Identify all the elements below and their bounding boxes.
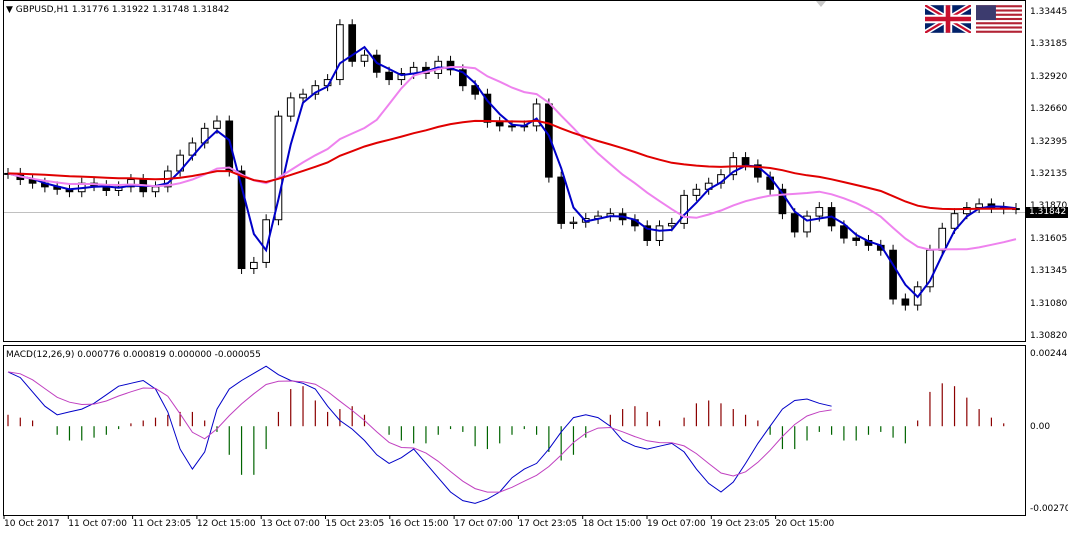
candle-body — [360, 54, 369, 62]
candle-body — [262, 219, 270, 263]
time-tick-label: 12 Oct 15:00 — [196, 519, 256, 529]
candle-body — [655, 225, 664, 241]
price-tick-label: 1.30820 — [1030, 331, 1068, 341]
current-price-marker: 1.31842 — [1026, 207, 1068, 218]
us-flag-icon[interactable] — [976, 5, 1022, 33]
candle-body — [901, 298, 910, 306]
candle-body — [790, 213, 799, 233]
axis-ticks — [3, 515, 777, 519]
macd-panel-frame — [3, 345, 1026, 516]
macd-line — [7, 365, 832, 504]
chart-dropdown-icon[interactable] — [816, 1, 826, 7]
candle-body — [286, 97, 295, 117]
candles — [4, 19, 1020, 311]
candle-body — [569, 221, 578, 224]
time-tick-label: 11 Oct 23:05 — [132, 519, 192, 529]
macd-lines — [7, 365, 832, 504]
price-tick-label: 1.32135 — [1030, 169, 1068, 179]
macd-tick-label: -0.002705 — [1030, 504, 1068, 514]
candle-body — [778, 188, 787, 215]
candle-body — [385, 71, 393, 81]
candle-body — [446, 60, 455, 71]
macd-histogram — [7, 383, 1005, 475]
candle-body — [938, 227, 947, 251]
symbol-label: GBPUSD,H1 — [15, 5, 69, 15]
macd-header: MACD(12,26,9) 0.000776 0.000819 0.000000… — [6, 350, 261, 360]
candle-body — [250, 261, 258, 270]
time-tick-label: 10 Oct 2017 — [4, 519, 60, 529]
candle-body — [962, 207, 971, 215]
main-panel-frame — [3, 0, 1026, 342]
macd-signal-line — [7, 371, 832, 493]
time-tick-label: 16 Oct 15:00 — [389, 519, 449, 529]
price-tick-label: 1.31345 — [1030, 266, 1068, 277]
price-tick-label: 1.33445 — [1030, 7, 1068, 17]
moving-averages — [7, 45, 1017, 299]
candle-body — [741, 157, 750, 166]
candle-body — [754, 164, 762, 178]
macd-tick-label: 0.00244 — [1030, 349, 1068, 359]
price-tick-label: 1.31080 — [1030, 298, 1068, 309]
price-tick-label: 1.32920 — [1030, 71, 1068, 82]
candle-body — [803, 215, 811, 233]
candle-body — [483, 93, 492, 123]
candle-body — [692, 188, 701, 196]
candle-body — [508, 125, 516, 128]
candle-body — [532, 103, 541, 127]
candle-body — [274, 115, 283, 221]
candle-body — [237, 170, 246, 270]
candle-body — [397, 72, 406, 81]
price-tick-label: 1.32660 — [1030, 104, 1068, 115]
time-tick-label: 17 Oct 07:00 — [454, 519, 513, 529]
ma-slow-line — [7, 119, 1016, 211]
price-tick-label: 1.33185 — [1030, 39, 1068, 50]
candle-body — [299, 93, 307, 99]
candle-body — [950, 213, 959, 229]
candle-body — [557, 176, 566, 224]
time-tick-label: 11 Oct 07:00 — [68, 519, 127, 529]
time-tick-label: 20 Oct 15:00 — [775, 519, 835, 529]
candle-body — [495, 121, 504, 127]
price-tick-label: 1.31870 — [1030, 201, 1067, 211]
ohlc-values: 1.31776 1.31922 1.31748 1.31842 — [71, 5, 230, 15]
candle-body — [889, 249, 897, 300]
price-tick-label: 1.31605 — [1030, 233, 1068, 244]
macd-tick-label: 0.00 — [1030, 422, 1051, 432]
candle-body — [127, 179, 135, 188]
candle-body — [213, 120, 221, 129]
uk-flag-icon[interactable] — [925, 5, 971, 33]
time-tick-label: 19 Oct 23:05 — [711, 519, 770, 529]
symbol-header: ▼ GBPUSD,H1 1.31776 1.31922 1.31748 1.31… — [6, 5, 229, 15]
time-tick-label: 19 Oct 07:00 — [647, 519, 706, 529]
candle-body — [458, 69, 467, 87]
candle-body — [471, 85, 479, 95]
candle-body — [348, 24, 357, 62]
time-tick-label: 18 Oct 15:00 — [582, 519, 642, 529]
candle-body — [815, 207, 824, 217]
time-tick-label: 15 Oct 23:05 — [325, 519, 385, 529]
time-tick-label: 13 Oct 07:00 — [261, 519, 320, 529]
candle-body — [840, 225, 848, 239]
time-tick-label: 17 Oct 23:05 — [518, 519, 578, 529]
candle-body — [852, 237, 861, 241]
collapse-triangle-icon[interactable]: ▼ — [6, 5, 13, 15]
candle-body — [151, 186, 160, 193]
candle-body — [336, 24, 344, 81]
candle-body — [643, 225, 652, 241]
ma-fast-line — [7, 45, 1017, 299]
candle-body — [680, 194, 688, 224]
price-tick-label: 1.32395 — [1030, 136, 1068, 147]
ma-medium-line — [7, 66, 1017, 251]
